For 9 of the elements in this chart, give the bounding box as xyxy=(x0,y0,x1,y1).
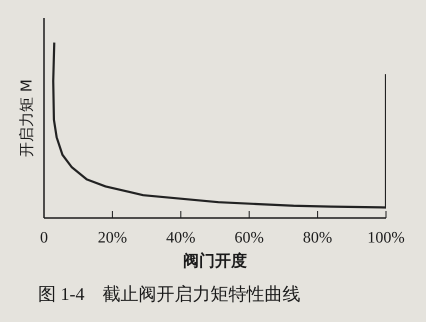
x-axis-title: 阀门开度 xyxy=(183,251,247,270)
x-tick-label: 0 xyxy=(40,229,48,246)
text: 图 1-4 截止阀开启力矩特性曲线 xyxy=(38,283,300,306)
x-tick-label: 60% xyxy=(234,229,264,246)
y-axis-title: 开启力矩 M xyxy=(17,79,36,157)
x-tick-label: 100% xyxy=(367,229,405,246)
x-tick-label: 40% xyxy=(166,229,196,246)
x-tick-label: 20% xyxy=(98,229,128,246)
x-tick-label: 80% xyxy=(302,229,332,246)
